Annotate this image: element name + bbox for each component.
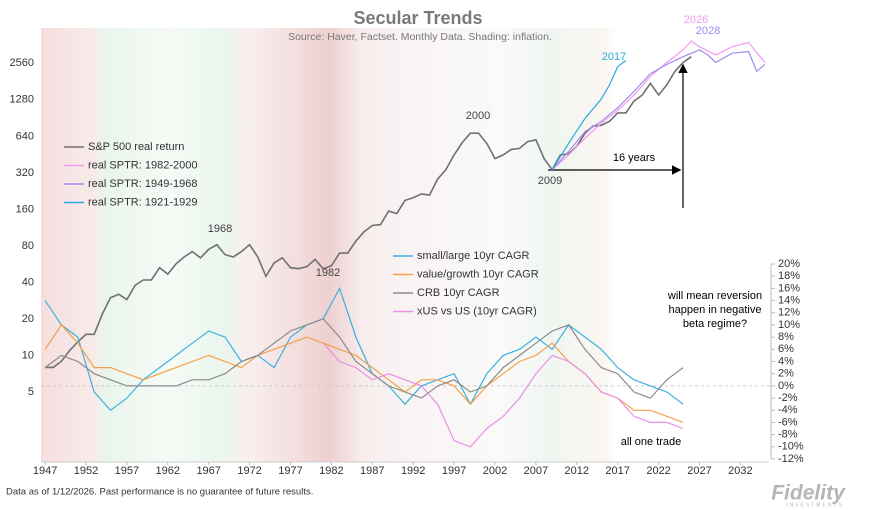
y2-tick-label: 4%: [778, 355, 794, 367]
question-note: beta regime?: [683, 318, 747, 330]
y2-tick-label: 20%: [778, 258, 800, 270]
legend-label: xUS vs US (10yr CAGR): [417, 305, 537, 317]
x-tick-label: 1952: [74, 465, 98, 477]
footnote: Data as of 1/12/2026. Past performance i…: [6, 487, 313, 498]
annotation: 2009: [538, 175, 562, 187]
series-line: [45, 56, 692, 369]
question-note: happen in negative: [669, 304, 762, 316]
y-tick-label: 5: [28, 386, 34, 398]
x-tick-label: 1972: [237, 465, 261, 477]
annotation: 1982: [316, 267, 340, 279]
legend-label: CRB 10yr CAGR: [417, 287, 500, 299]
chart-title: Secular Trends: [353, 8, 482, 28]
annotation: 1968: [208, 223, 232, 235]
x-tick-label: 2007: [524, 465, 548, 477]
y2-tick-label: 0%: [778, 380, 794, 392]
y2-tick-label: 8%: [778, 331, 794, 343]
x-tick-label: 1982: [319, 465, 343, 477]
x-tick-label: 1977: [278, 465, 302, 477]
x-tick-label: 2032: [728, 465, 752, 477]
y-tick-label: 10: [22, 350, 34, 362]
y-tick-label: 640: [16, 130, 34, 142]
series-line: [44, 318, 684, 399]
x-tick-label: 2012: [565, 465, 589, 477]
y2-tick-label: 6%: [778, 343, 794, 355]
y-tick-label: 2560: [10, 57, 34, 69]
y2-tick-label: 18%: [778, 270, 800, 282]
x-tick-label: 1987: [360, 465, 384, 477]
logo: Fidelity: [771, 482, 846, 505]
y-tick-label: 40: [22, 276, 34, 288]
x-tick-label: 1992: [401, 465, 425, 477]
x-tick-label: 1947: [33, 465, 57, 477]
y2-tick-label: 10%: [778, 319, 800, 331]
question-note: will mean reversion: [667, 290, 762, 302]
legend-label: value/growth 10yr CAGR: [417, 268, 539, 280]
annotation: all one trade: [621, 436, 682, 448]
y2-tick-label: 2%: [778, 368, 794, 380]
x-tick-label: 2017: [605, 465, 629, 477]
legend-label: small/large 10yr CAGR: [417, 250, 530, 262]
legend-label: S&P 500 real return: [88, 141, 184, 153]
legend-label: real SPTR: 1982-2000: [88, 159, 197, 171]
series-line: [551, 49, 766, 171]
annotation: 2026: [684, 14, 708, 26]
x-tick-label: 1957: [115, 465, 139, 477]
x-tick-label: 1997: [442, 465, 466, 477]
series-line: [551, 60, 627, 171]
annotation: 2028: [696, 25, 720, 37]
chart-subtitle: Source: Haver, Factset. Monthly Data. Sh…: [288, 31, 552, 43]
x-tick-label: 2022: [646, 465, 670, 477]
x-tick-label: 2002: [483, 465, 507, 477]
annotation: 16 years: [613, 152, 656, 164]
y-tick-label: 320: [16, 167, 34, 179]
y2-tick-label: -10%: [778, 441, 804, 453]
series-line: [322, 342, 684, 448]
y-tick-label: 80: [22, 240, 34, 252]
y2-tick-label: -8%: [778, 429, 798, 441]
series-line: [44, 286, 684, 412]
x-tick-label: 1967: [196, 465, 220, 477]
y-tick-label: 20: [22, 313, 34, 325]
y2-tick-label: 16%: [778, 282, 800, 294]
x-tick-label: 2027: [687, 465, 711, 477]
logo-sub: INVESTMENTS: [786, 502, 844, 508]
y-tick-label: 160: [16, 203, 34, 215]
legend-label: real SPTR: 1921-1929: [88, 196, 197, 208]
inflation-shading: [41, 28, 681, 462]
series-line: [551, 40, 766, 171]
y2-tick-label: -2%: [778, 392, 798, 404]
annotation: 2017: [602, 51, 626, 63]
y2-tick-label: 14%: [778, 294, 800, 306]
y2-tick-label: -6%: [778, 416, 798, 428]
legend-label: real SPTR: 1949-1968: [88, 178, 197, 190]
annotation: 2000: [466, 110, 490, 122]
y-tick-label: 1280: [10, 94, 34, 106]
y2-tick-label: -12%: [778, 453, 804, 465]
y2-tick-label: -4%: [778, 404, 798, 416]
x-tick-label: 1962: [156, 465, 180, 477]
y2-tick-label: 12%: [778, 307, 800, 319]
